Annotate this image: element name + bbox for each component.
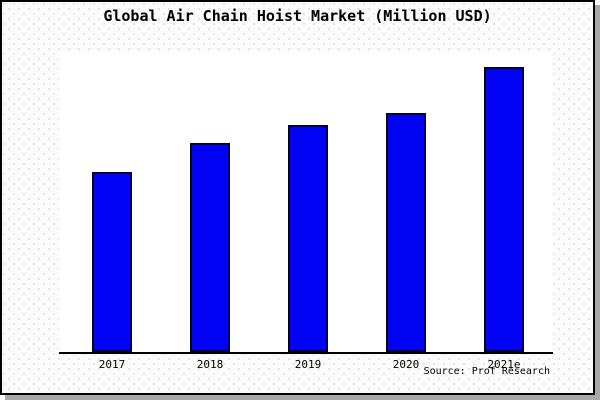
drop-shadow-right-edge: [595, 5, 600, 395]
bar-2019: [288, 125, 328, 352]
plot-area: [59, 53, 553, 354]
x-tick-label-2017: 2017: [98, 358, 126, 371]
x-tick-label-2019: 2019: [294, 358, 322, 371]
x-tick-label-2021e: 2021e: [487, 358, 521, 371]
bar-2017: [92, 172, 132, 352]
source-note: Source: Prof Research: [423, 366, 550, 377]
drop-shadow-bottom-edge: [5, 395, 600, 400]
chart-frame: Global Air Chain Hoist Market (Million U…: [0, 0, 595, 395]
x-tick-label-2020: 2020: [392, 358, 420, 371]
bar-2021e: [484, 67, 524, 352]
bar-2020: [386, 113, 426, 352]
x-tick-label-2018: 2018: [196, 358, 224, 371]
chart-title: Global Air Chain Hoist Market (Million U…: [103, 7, 492, 25]
bar-2018: [190, 143, 230, 352]
